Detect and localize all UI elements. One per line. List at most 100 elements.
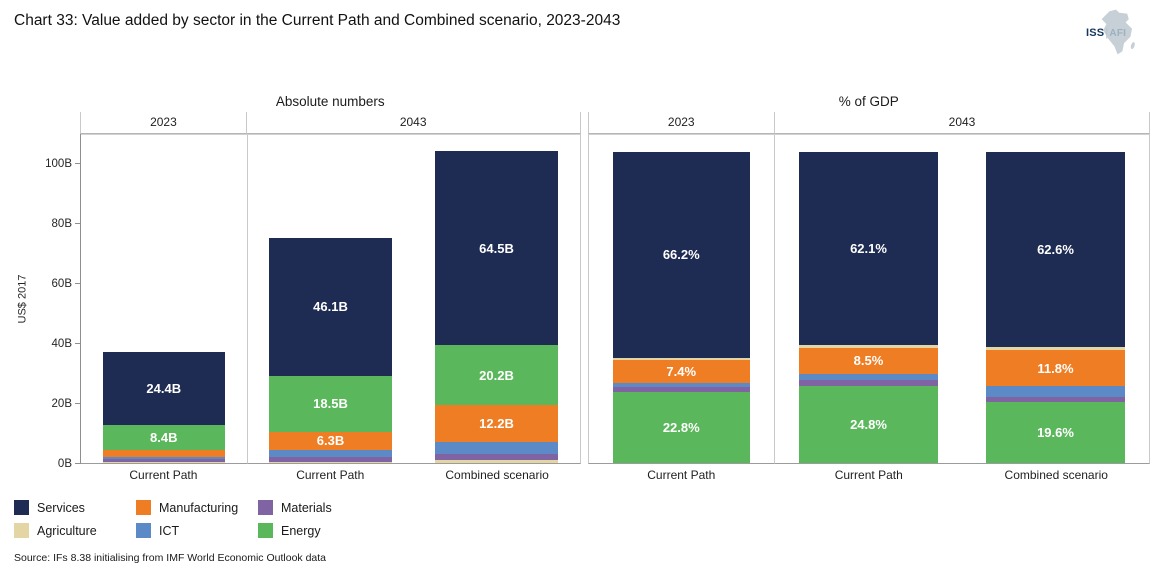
segment-energy: 24.8%: [799, 385, 938, 463]
y-tick-mark: [75, 463, 80, 464]
bar-slot: 8.4B 24.4B: [81, 135, 247, 463]
facet-label-2023: 2023: [80, 112, 247, 134]
bar-slot: 24.8% 8.5% 62.1%: [775, 135, 962, 463]
segment-value-label: 24.8%: [850, 416, 887, 432]
segment-energy: 20.2B: [435, 344, 558, 406]
segment-energy: 19.6%: [986, 401, 1125, 463]
legend-item-energy: Energy: [258, 519, 418, 542]
segment-value-label: 64.5B: [479, 240, 514, 256]
logo-text-afi: AFI: [1109, 28, 1127, 39]
segment-value-label: 24.4B: [146, 380, 182, 396]
segment-manufacturing: 6.3B: [269, 431, 392, 451]
facet-2023: 22.8% 7.4% 66.2%: [587, 134, 775, 464]
logo-divider: |: [1105, 27, 1109, 39]
panel-absolute-numbers: Absolute numbers 2023 2043 8.4B 24.4B 6.3B 1…: [16, 94, 581, 484]
segment-services: 62.6%: [986, 151, 1125, 347]
segment-materials: [269, 457, 392, 462]
stacked-bar-current-path: 6.3B 18.5B 46.1B: [269, 237, 392, 463]
segment-value-label: 20.2B: [479, 367, 514, 383]
facet-x-labels: Current Path Combined scenario: [247, 464, 581, 484]
x-axis-category-label: Combined scenario: [445, 468, 549, 482]
stacked-bar-combined-scenario: 19.6% 11.8% 62.6%: [986, 151, 1125, 463]
facet-2023: 8.4B 24.4B: [81, 134, 248, 464]
facet-x-labels: Current Path: [588, 464, 775, 484]
segment-agriculture: [269, 461, 392, 463]
segment-value-label: 7.4%: [666, 364, 697, 380]
segment-services: 64.5B: [435, 151, 558, 345]
plot-area-percent: 22.8% 7.4% 66.2% 24.8% 8.5% 62.1% 19.6% 11.8% 62…: [587, 134, 1150, 464]
segment-manufacturing: 7.4%: [612, 360, 750, 384]
segment-manufacturing: 11.8%: [986, 349, 1125, 387]
y-tick-label: 40B: [51, 338, 72, 350]
bar-slot: 6.3B 18.5B 46.1B: [248, 135, 414, 463]
legend-item-agriculture: Agriculture: [14, 519, 136, 542]
segment-value-label: 22.8%: [662, 420, 700, 436]
legend-swatch-agriculture-icon: [14, 523, 29, 538]
segment-materials: [102, 459, 225, 462]
segment-agriculture: [102, 461, 225, 463]
segment-agriculture: [986, 346, 1125, 350]
logo-text: ISS|AFI: [1086, 27, 1126, 39]
iss-afi-logo: ISS|AFI: [1086, 8, 1140, 58]
segment-services: 62.1%: [799, 151, 938, 346]
y-axis: US$ 2017 0B 20B 40B 60B 80B 100B: [16, 134, 80, 470]
segment-agriculture: [799, 345, 938, 348]
panel-percent-gdp: % of GDP 2023 2043 22.8% 7.4% 66.2% 24.8% 8.5…: [587, 94, 1150, 484]
y-tick-label: 60B: [51, 278, 72, 290]
chart-title: Chart 33: Value added by sector in the C…: [14, 12, 621, 29]
facet-headers-percent: 2023 2043: [587, 112, 1150, 134]
legend-label: Energy: [281, 523, 321, 538]
segment-manufacturing: 8.5%: [799, 347, 938, 374]
x-axis-category-label: Current Path: [129, 468, 198, 482]
x-axis-category-label: Current Path: [834, 468, 903, 482]
legend-swatch-services-icon: [14, 500, 29, 515]
panel-title-absolute: Absolute numbers: [275, 94, 385, 109]
x-axis-category-label: Current Path: [296, 468, 365, 482]
segment-value-label: 11.8%: [1037, 360, 1074, 376]
segment-value-label: 62.6%: [1037, 241, 1074, 257]
stacked-bar-current-path: 22.8% 7.4% 66.2%: [612, 151, 750, 463]
segment-ict: [435, 442, 558, 454]
y-tick-mark: [75, 163, 80, 164]
segment-materials: [799, 379, 938, 386]
y-tick-label: 100B: [45, 158, 72, 170]
y-tick-mark: [75, 343, 80, 344]
segment-materials: [986, 396, 1125, 402]
segment-energy: 22.8%: [612, 392, 750, 463]
segment-value-label: 8.4B: [150, 430, 178, 446]
legend-swatch-manufacturing-icon: [136, 500, 151, 515]
panel-title-percent: % of GDP: [838, 94, 899, 109]
segment-ict: [102, 456, 225, 460]
charts-row: Absolute numbers 2023 2043 8.4B 24.4B 6.3B 1…: [16, 94, 1150, 484]
segment-value-label: 6.3B: [316, 433, 345, 449]
y-tick-label: 20B: [51, 398, 72, 410]
segment-manufacturing: 12.2B: [435, 405, 558, 442]
facet-x-labels: Current Path Combined scenario: [775, 464, 1150, 484]
y-tick-mark: [75, 283, 80, 284]
source-note: Source: IFs 8.38 initialising from IMF W…: [14, 552, 327, 564]
africa-map-icon: [1101, 9, 1135, 55]
segment-manufacturing: [102, 450, 225, 457]
segment-services: 66.2%: [612, 151, 750, 358]
segment-value-label: 46.1B: [313, 299, 348, 315]
segment-value-label: 62.1%: [850, 240, 887, 256]
legend-item-ict: ICT: [136, 519, 258, 542]
legend-swatch-energy-icon: [258, 523, 273, 538]
segment-value-label: 19.6%: [1037, 424, 1074, 440]
y-tick-label: 0B: [57, 458, 72, 470]
bar-slot: 12.2B 20.2B 64.5B: [414, 135, 580, 463]
segment-agriculture: [612, 357, 750, 361]
stacked-bar-combined-scenario: 12.2B 20.2B 64.5B: [435, 151, 558, 463]
segment-value-label: 18.5B: [313, 396, 348, 412]
legend: Services Manufacturing Materials Agricultur…: [14, 496, 1154, 542]
x-axis-labels-absolute: Current Path Current Path Combined scenari…: [80, 464, 581, 484]
legend-item-manufacturing: Manufacturing: [136, 496, 258, 519]
y-tick-mark: [75, 223, 80, 224]
legend-label: Services: [37, 500, 85, 515]
x-axis-labels-percent: Current Path Current Path Combined scenari…: [588, 464, 1150, 484]
legend-label: Agriculture: [37, 523, 97, 538]
facet-label-2023: 2023: [587, 112, 775, 134]
legend-swatch-materials-icon: [258, 500, 273, 515]
legend-label: Materials: [281, 500, 332, 515]
facet-2043: 24.8% 8.5% 62.1% 19.6% 11.8% 62.6%: [775, 134, 1150, 464]
